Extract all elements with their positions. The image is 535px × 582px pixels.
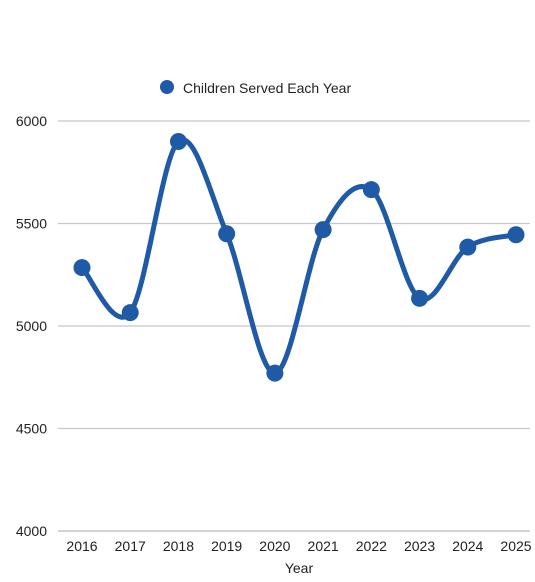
data-point-2025 xyxy=(507,226,525,244)
data-point-2018 xyxy=(169,133,187,150)
y-tick-label: 5000 xyxy=(16,318,47,334)
legend-label: Children Served Each Year xyxy=(183,80,351,96)
series-line xyxy=(79,137,519,376)
y-tick-label: 4000 xyxy=(16,523,47,539)
data-point-2020 xyxy=(266,364,284,382)
x-axis-title: Year xyxy=(285,560,314,576)
x-axis-tick-labels: 2016 2017 2018 2019 2020 2021 2022 2023 2024 2025 xyxy=(66,538,531,554)
x-tick-label: 2017 xyxy=(115,538,146,554)
data-point-2019 xyxy=(218,225,236,243)
x-tick-label: 2019 xyxy=(211,538,242,554)
x-tick-label: 2025 xyxy=(500,538,531,554)
x-tick-label: 2016 xyxy=(66,538,97,554)
data-point-2016 xyxy=(73,259,91,277)
series-group xyxy=(73,133,525,382)
x-tick-label: 2018 xyxy=(163,538,194,554)
y-tick-label: 5500 xyxy=(16,216,47,232)
legend: Children Served Each Year xyxy=(160,80,351,96)
x-tick-label: 2021 xyxy=(308,538,339,554)
data-point-2024 xyxy=(459,238,477,256)
x-tick-label: 2024 xyxy=(452,538,483,554)
data-point-2023 xyxy=(411,289,429,307)
data-point-2017 xyxy=(121,304,139,322)
y-axis-tick-labels: 4000 4500 5000 5500 6000 xyxy=(16,113,47,539)
x-tick-label: 2023 xyxy=(404,538,435,554)
x-tick-label: 2020 xyxy=(259,538,290,554)
legend-marker xyxy=(160,80,174,94)
x-tick-label: 2022 xyxy=(356,538,387,554)
data-point-2022 xyxy=(362,181,380,199)
y-tick-label: 6000 xyxy=(16,113,47,129)
data-point-2021 xyxy=(314,221,332,239)
y-tick-label: 4500 xyxy=(16,421,47,437)
